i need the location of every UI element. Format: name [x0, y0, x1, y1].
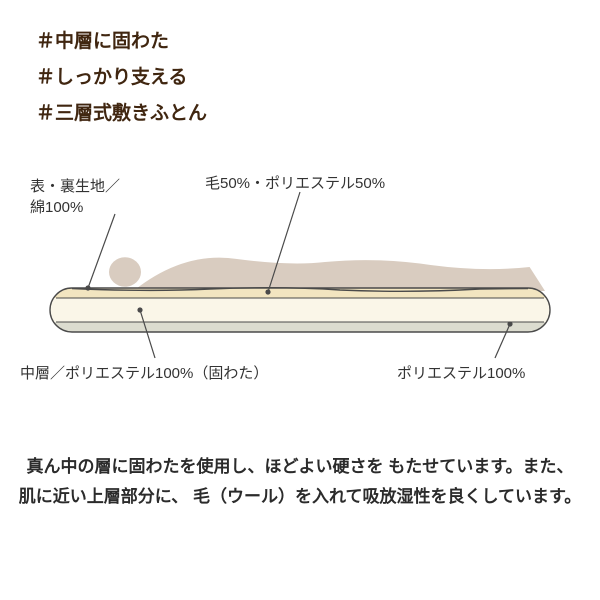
description-text: 真ん中の層に固わたを使用し、ほどよい硬さを もたせています。また、肌に近い上層部…: [0, 452, 600, 512]
tag-list: ＃中層に固わた ＃しっかり支える ＃三層式敷きふとん: [0, 0, 600, 132]
label-poly-layer: ポリエステル100%: [397, 362, 525, 383]
tag-1: ＃中層に固わた: [36, 24, 600, 60]
tag-3: ＃三層式敷きふとん: [36, 96, 600, 132]
tag-2: ＃しっかり支える: [36, 60, 600, 96]
futon-cross-section-diagram: 表・裏生地／ 綿100% 毛50%・ポリエステル50% 中層／ポリエステル100…: [20, 180, 580, 400]
label-wool-layer: 毛50%・ポリエステル50%: [205, 172, 385, 193]
label-mid-layer: 中層／ポリエステル100%（固わた）: [20, 362, 268, 383]
label-fabric: 表・裏生地／ 綿100%: [30, 175, 120, 217]
